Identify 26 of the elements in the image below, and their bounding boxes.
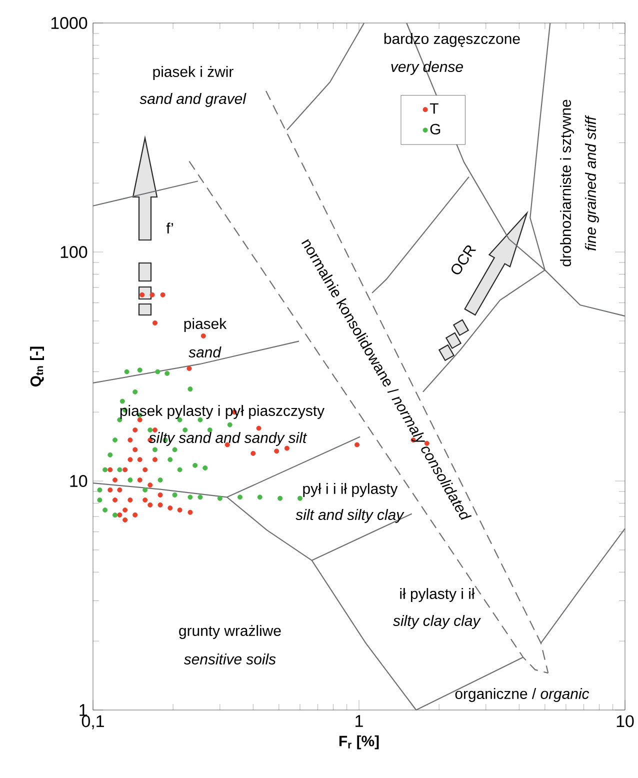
y-axis-title: Q$_{tn}$ [-]	[30, 346, 44, 386]
annotation: f’	[166, 222, 173, 234]
legend-label: G	[430, 124, 440, 134]
x-tick-label: 1	[356, 715, 363, 727]
annotation: pył i i ił pylasty	[303, 483, 398, 497]
annotation: silt and silty clay	[296, 509, 404, 523]
x-tick-label: 10	[616, 715, 634, 728]
y-tick-label: 1000	[51, 17, 88, 30]
annotation: piasek i żwir	[153, 66, 234, 80]
legend-label: T	[430, 103, 438, 114]
x-tick-label: 0,1	[82, 715, 104, 730]
annotation: silty clay clay	[393, 615, 481, 629]
y-tick-label: 1	[80, 704, 87, 716]
y-tick-label: 10	[70, 475, 88, 488]
annotation: sand and gravel	[140, 93, 246, 107]
annotation: piasek	[184, 318, 227, 332]
x-axis-title: F$_{r}$ [%]	[339, 735, 379, 750]
y-tick-label: 100	[60, 246, 88, 258]
annotation: silty sand and sandy silt	[148, 432, 308, 446]
annotation: ił pylasty i ił	[400, 588, 475, 602]
annotation: grunty wrażliwe	[179, 625, 281, 639]
annotation: organiczne / organic	[455, 688, 590, 702]
annotation: fine grained and stiff	[585, 115, 599, 250]
annotation: drobnoziarniste i sztywne	[560, 100, 574, 266]
annotation: sensitive soils	[184, 654, 276, 664]
annotation: sand	[188, 346, 222, 358]
